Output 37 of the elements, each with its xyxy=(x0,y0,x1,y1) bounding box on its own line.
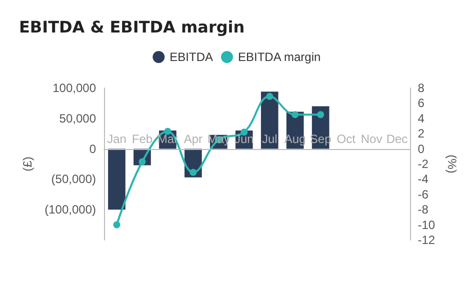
y-tick-label: 50,000 xyxy=(59,111,96,126)
point xyxy=(190,168,197,176)
y2-axis-title: (%) xyxy=(445,154,459,174)
y-tick-label: 100,000 xyxy=(52,81,96,95)
x-tick-label: Jan xyxy=(107,132,126,146)
point xyxy=(113,221,120,228)
y2-tick-label: 8 xyxy=(418,81,425,95)
y-tick-label: 0 xyxy=(89,142,96,156)
x-tick-label: Apr xyxy=(184,132,203,146)
bar xyxy=(108,148,126,210)
chart-title: EBITDA & EBITDA margin xyxy=(19,18,245,36)
y2-tick-label: 6 xyxy=(418,96,425,110)
y-tick-label: (50,000) xyxy=(51,172,96,186)
x-tick-label: Jul xyxy=(262,132,278,146)
x-tick-label: May xyxy=(207,132,230,146)
y-tick-label: (100,000) xyxy=(44,202,96,217)
bar xyxy=(260,92,278,149)
x-tick-label: Dec xyxy=(386,132,408,146)
point xyxy=(292,111,299,118)
y2-tick-label: -8 xyxy=(418,202,429,217)
point xyxy=(317,111,324,118)
x-tick-label: Feb xyxy=(132,132,153,146)
y2-tick-label: -10 xyxy=(418,218,436,232)
y2-tick-label: 2 xyxy=(418,126,425,141)
legend-label: EBITDA xyxy=(170,50,213,64)
y2-tick-label: -2 xyxy=(418,157,429,171)
point xyxy=(266,92,274,100)
y2-tick-label: -12 xyxy=(418,233,436,247)
y2-tick-label: -4 xyxy=(418,172,429,186)
point xyxy=(138,158,146,166)
y2-tick-label: 0 xyxy=(418,142,425,156)
y2-tick-label: -6 xyxy=(418,187,429,202)
y-axis-title: (£) xyxy=(20,156,35,172)
y2-tick-label: 4 xyxy=(418,111,425,126)
legend-label: EBITDA margin xyxy=(238,50,321,64)
x-tick-label: Nov xyxy=(360,132,382,146)
x-tick-label: Oct xyxy=(336,132,356,146)
